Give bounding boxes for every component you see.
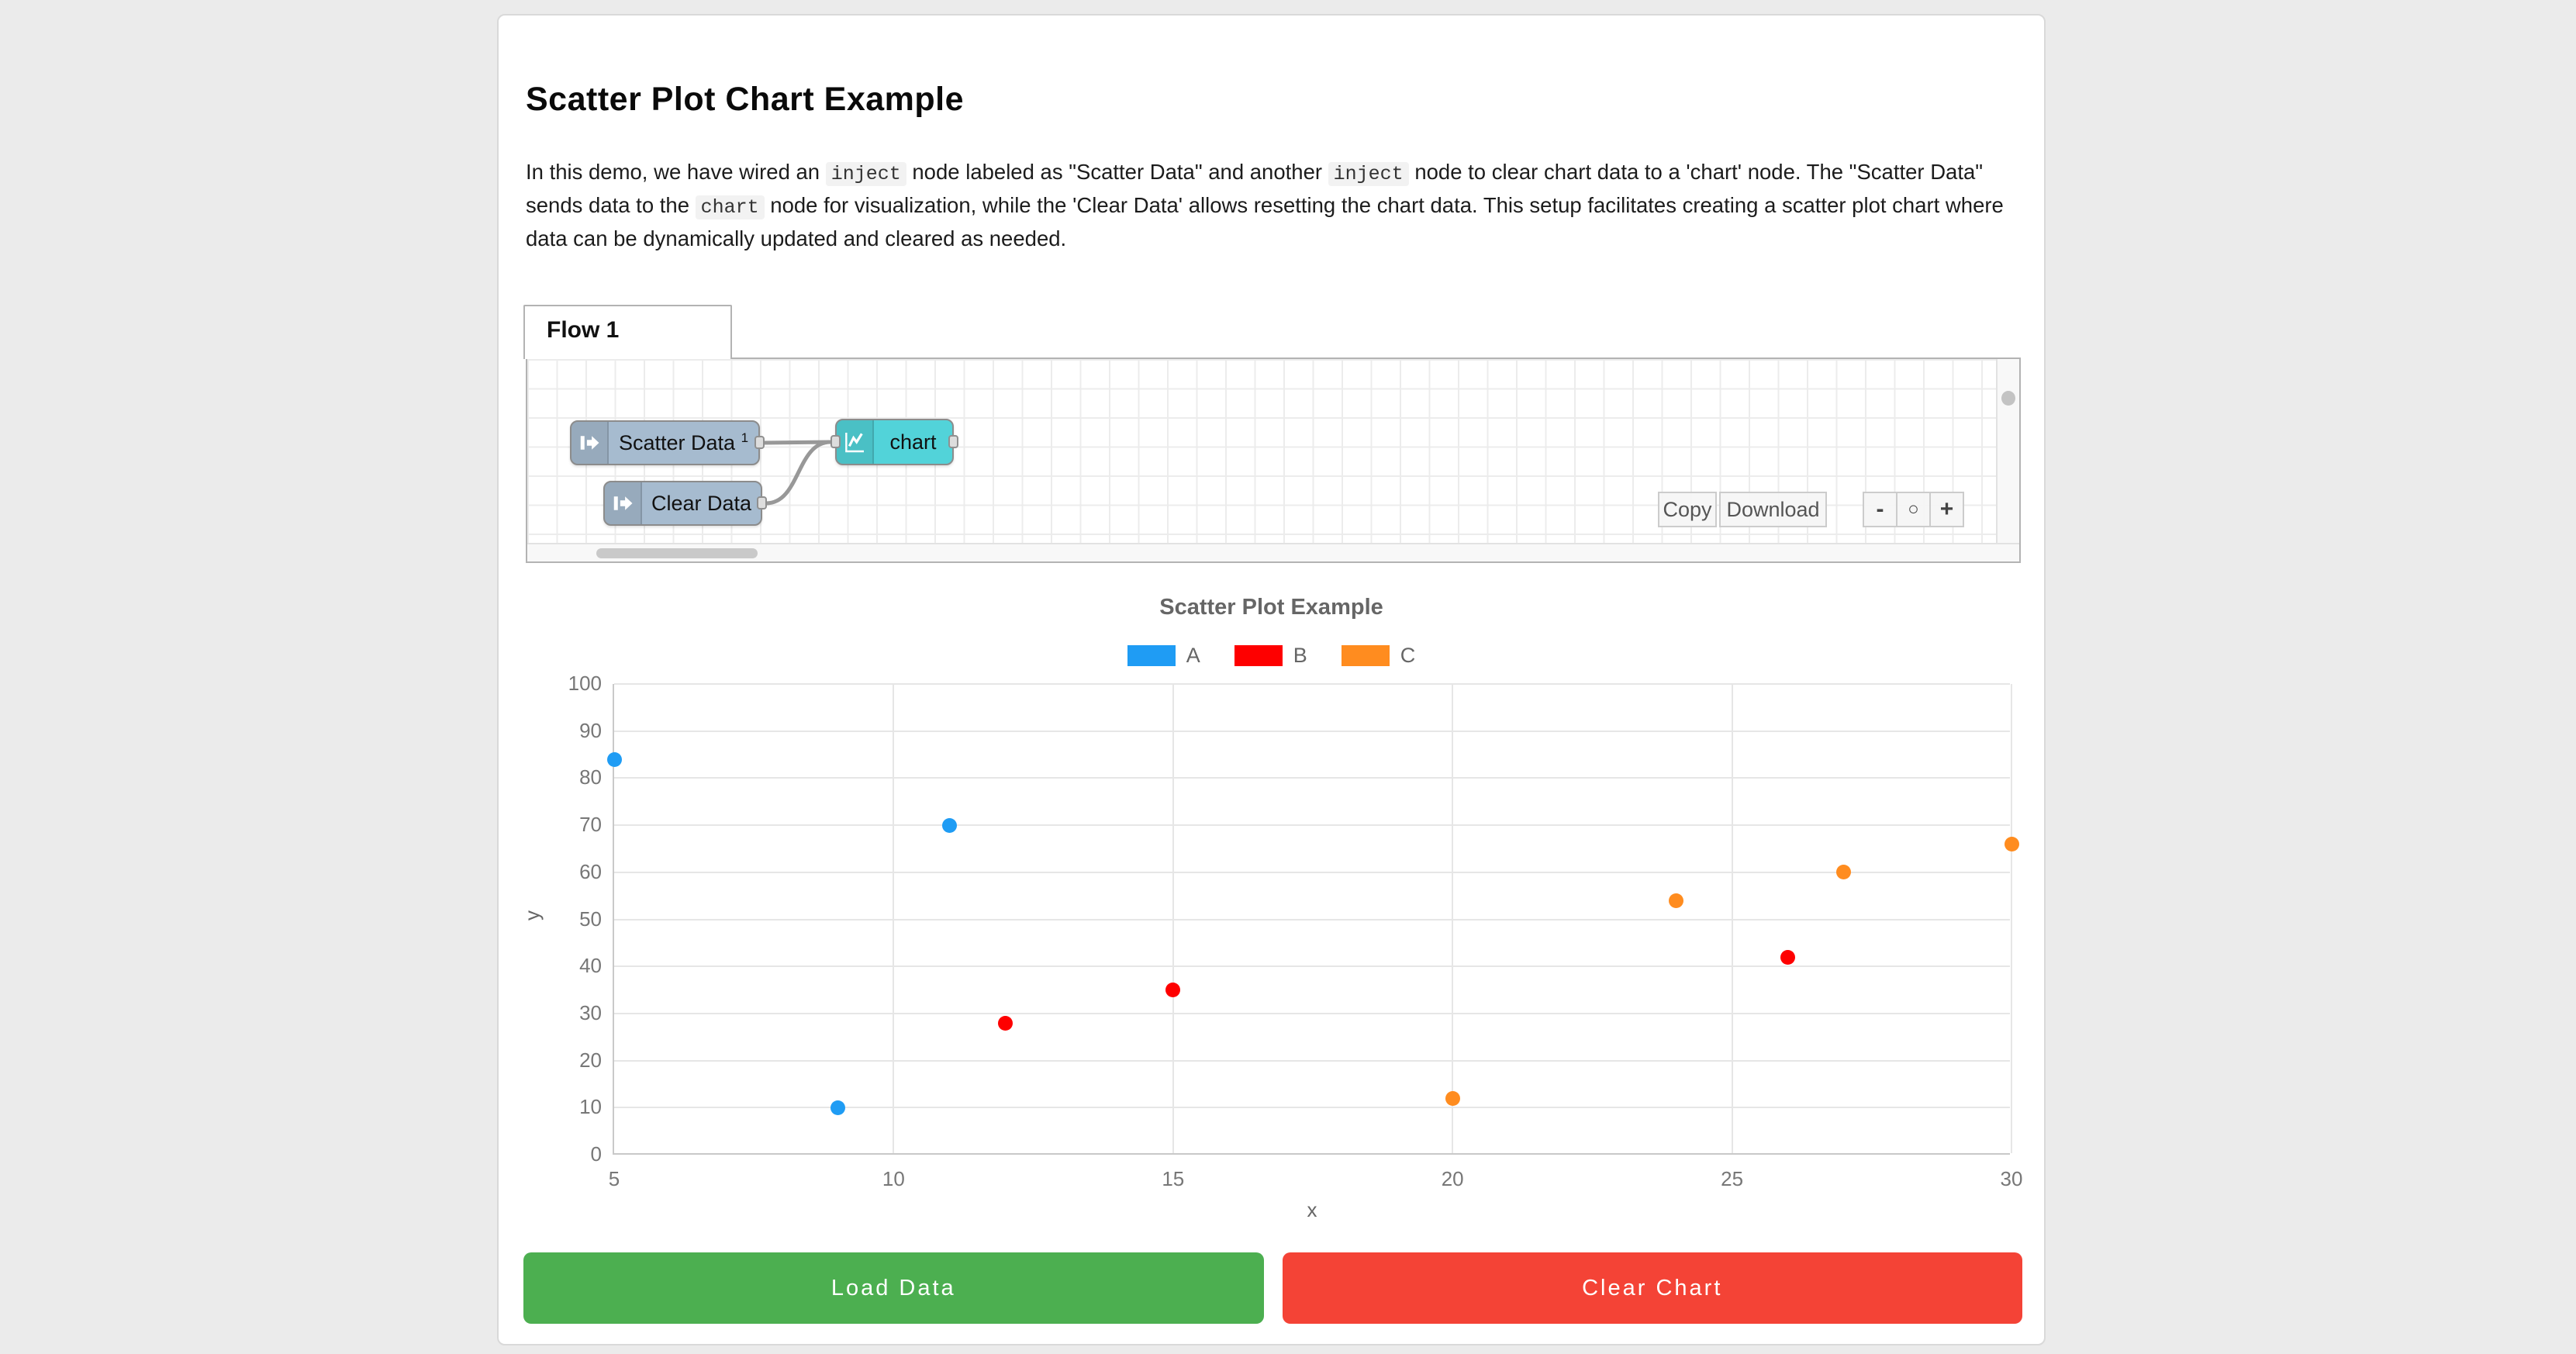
x-axis-label: x: [614, 1198, 2010, 1222]
x-tick-5: 5: [583, 1167, 645, 1191]
gridline-x-15: [1172, 684, 1174, 1153]
legend-label-C: C: [1400, 644, 1416, 668]
output-port[interactable]: [757, 496, 767, 509]
page-title: Scatter Plot Chart Example: [526, 81, 964, 119]
y-tick-40: 40: [546, 954, 602, 978]
legend-swatch-C: [1342, 645, 1390, 666]
output-port[interactable]: [754, 436, 765, 449]
input-port[interactable]: [830, 435, 841, 448]
y-tick-20: 20: [546, 1048, 602, 1072]
chart-node[interactable]: chart: [835, 419, 954, 465]
scatter-point-C-24-54: [1669, 893, 1683, 908]
zoom-out-button[interactable]: -: [1863, 492, 1897, 527]
legend-swatch-B: [1234, 645, 1283, 666]
legend-item-A[interactable]: A: [1127, 644, 1200, 668]
x-tick-15: 15: [1142, 1167, 1204, 1191]
y-tick-0: 0: [546, 1142, 602, 1166]
y-tick-70: 70: [546, 813, 602, 837]
y-tick-90: 90: [546, 719, 602, 743]
chart-legend: A B C: [499, 644, 2044, 668]
y-tick-10: 10: [546, 1095, 602, 1119]
legend-label-A: A: [1186, 644, 1200, 668]
horizontal-scrollbar[interactable]: [527, 543, 2019, 561]
x-tick-25: 25: [1701, 1167, 1763, 1191]
action-buttons: Load Data Clear Chart: [523, 1252, 2022, 1324]
gridline-y-70: [614, 824, 2010, 826]
vertical-scrollbar[interactable]: [1996, 359, 2019, 543]
content-card: Scatter Plot Chart Example In this demo,…: [497, 14, 2046, 1345]
gridline-y-20: [614, 1060, 2010, 1062]
gridline-x-10: [893, 684, 894, 1153]
y-tick-60: 60: [546, 860, 602, 884]
output-port[interactable]: [948, 435, 958, 448]
scatter-point-C-20-12: [1445, 1091, 1460, 1106]
y-tick-50: 50: [546, 907, 602, 931]
description: In this demo, we have wired an inject no…: [526, 157, 2007, 254]
download-button[interactable]: Download: [1719, 492, 1827, 527]
node-label: Clear Data: [642, 492, 761, 516]
y-axis-label: y: [520, 910, 544, 921]
y-tick-100: 100: [546, 672, 602, 696]
node-label: Scatter Data 1: [609, 430, 758, 455]
wire-clear-to-chart: [766, 442, 830, 503]
inline-code: inject: [826, 162, 906, 186]
gridline-y-80: [614, 777, 2010, 779]
scatter-point-B-12-28: [998, 1016, 1013, 1031]
vertical-scroll-thumb[interactable]: [2001, 391, 2015, 406]
gridline-y-100: [614, 683, 2010, 685]
gridline-y-90: [614, 731, 2010, 732]
legend-label-B: B: [1293, 644, 1307, 668]
copy-button[interactable]: Copy: [1658, 492, 1717, 527]
line-chart-icon: [837, 420, 874, 464]
gridline-y-50: [614, 919, 2010, 921]
zoom-reset-button[interactable]: ○: [1896, 492, 1931, 527]
flow-canvas[interactable]: Scatter Data 1 Clear Data chart Copy Dow…: [526, 357, 2021, 563]
inline-code: chart: [696, 195, 765, 219]
inline-code: inject: [1328, 162, 1409, 186]
description-text: node labeled as "Scatter Data" and anoth…: [906, 160, 1328, 184]
legend-item-C[interactable]: C: [1342, 644, 1416, 668]
scatter-point-A-11-70: [942, 818, 957, 833]
inject-icon: [571, 422, 609, 464]
zoom-in-button[interactable]: +: [1929, 492, 1964, 527]
gridline-x-20: [1452, 684, 1453, 1153]
zoom-controls: - ○ +: [1863, 492, 1964, 527]
gridline-x-30: [2011, 684, 2012, 1153]
legend-item-B[interactable]: B: [1234, 644, 1307, 668]
description-text: In this demo, we have wired an: [526, 160, 826, 184]
scatter-point-A-5-84: [607, 752, 622, 767]
flow-tab[interactable]: Flow 1: [523, 305, 732, 359]
scatter-point-A-9-10: [830, 1100, 845, 1115]
clear-chart-button[interactable]: Clear Chart: [1283, 1252, 2023, 1324]
gridline-y-40: [614, 965, 2010, 967]
gridline-y-10: [614, 1107, 2010, 1108]
x-tick-10: 10: [862, 1167, 924, 1191]
plot-area[interactable]: y x 010203040506070809010051015202530: [613, 684, 2010, 1155]
legend-swatch-A: [1127, 645, 1176, 666]
inject-node-scatter-data[interactable]: Scatter Data 1: [570, 420, 760, 465]
x-tick-20: 20: [1421, 1167, 1483, 1191]
gridline-y-60: [614, 872, 2010, 873]
gridline-x-25: [1732, 684, 1733, 1153]
y-tick-30: 30: [546, 1001, 602, 1025]
scatter-point-C-27-60: [1836, 865, 1851, 879]
inject-icon: [605, 482, 642, 524]
node-label: chart: [874, 430, 952, 454]
x-tick-30: 30: [1980, 1167, 2042, 1191]
horizontal-scroll-thumb[interactable]: [596, 548, 758, 558]
load-data-button[interactable]: Load Data: [523, 1252, 1264, 1324]
scatter-point-B-15-35: [1165, 983, 1180, 997]
flow-tab-label: Flow 1: [547, 317, 619, 343]
scatter-point-B-26-42: [1780, 950, 1795, 965]
inject-repeat-indicator: 1: [741, 430, 748, 445]
y-tick-80: 80: [546, 765, 602, 789]
chart-title: Scatter Plot Example: [499, 595, 2044, 620]
scatter-point-C-30-66: [2005, 837, 2019, 851]
inject-node-clear-data[interactable]: Clear Data: [603, 481, 762, 526]
gridline-y-30: [614, 1013, 2010, 1014]
